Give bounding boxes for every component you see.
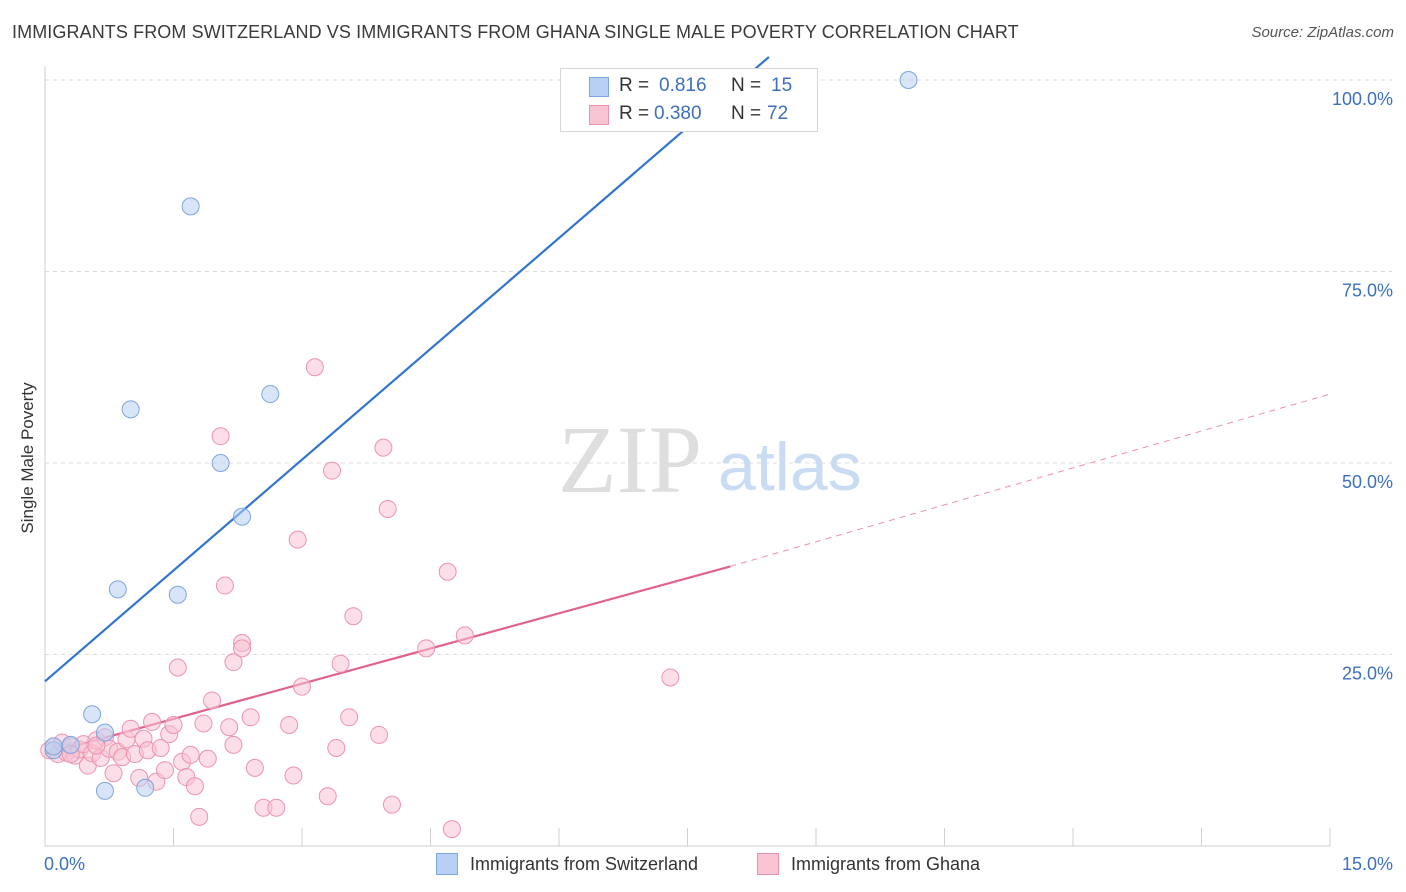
data-point-ghana [267,798,286,817]
legend-swatch-switzerland [589,77,609,97]
bottom-legend-switzerland: Immigrants from Switzerland [436,852,698,876]
data-point-ghana [378,499,397,518]
data-point-switzerland [136,778,155,797]
bottom-legend-ghana: Immigrants from Ghana [757,852,980,876]
data-point-ghana [190,807,209,826]
data-point-ghana [104,764,123,783]
data-point-switzerland [61,735,80,754]
data-point-switzerland [121,400,140,419]
data-point-switzerland [899,71,918,89]
legend-n-label: N = [731,75,762,96]
data-point-ghana [455,626,474,645]
y-tick-label: 100.0% [1332,89,1393,109]
data-point-switzerland [108,580,127,599]
data-point-ghana [340,708,359,727]
data-point-ghana [155,761,174,780]
data-point-ghana [220,718,239,737]
data-point-switzerland [95,781,114,800]
y-tick-label: 75.0% [1342,281,1393,301]
legend-r-label: R = [619,75,650,96]
watermark-atlas: atlas [718,429,862,505]
bottom-legend-label-ghana: Immigrants from Ghana [791,853,981,874]
y-tick-label: 50.0% [1342,472,1393,492]
legend-swatch-ghana [589,105,609,125]
data-point-ghana [198,749,217,768]
x-tick-label: 0.0% [44,854,85,874]
data-point-ghana [181,745,200,764]
legend-row-switzerland: R = 0.816 N = 15 [561,73,817,99]
data-point-ghana [168,658,187,677]
data-point-switzerland [168,585,187,604]
data-point-ghana [370,725,389,744]
source-label: Source: ZipAtlas.com [1251,24,1394,41]
data-point-ghana [164,715,183,734]
data-point-ghana [374,438,393,457]
data-point-ghana [318,787,337,806]
chart-title: IMMIGRANTS FROM SWITZERLAND VS IMMIGRANT… [12,22,1019,42]
watermark: ZIP atlas [558,406,862,513]
data-point-ghana [203,691,222,710]
data-point-ghana [121,719,140,738]
watermark-zip: ZIP [558,406,702,513]
data-point-ghana [344,607,363,626]
legend-n-value: 15 [771,75,793,96]
data-point-ghana [185,777,204,796]
data-point-ghana [382,795,401,814]
x-tick-label: 15.0% [1342,854,1393,874]
data-point-switzerland [233,507,252,526]
data-point-ghana [284,766,303,785]
data-point-ghana [211,427,230,446]
legend-row-ghana: R = 0.380 N = 72 [561,101,817,127]
trend-line-extension-ghana [730,393,1331,567]
data-point-ghana [215,576,234,595]
bottom-legend-swatch-ghana [757,853,779,875]
data-point-ghana [241,708,260,727]
data-points [40,71,918,839]
tick-labels: 25.0% 50.0% 75.0% 100.0% 0.0% 15.0% [44,89,1393,874]
bottom-legend-label-switzerland: Immigrants from Switzerland [470,853,699,874]
data-point-switzerland [211,454,230,472]
data-point-ghana [288,530,307,549]
data-point-ghana [87,736,106,755]
legend-r-value: 0.816 [659,75,707,96]
data-point-ghana [151,738,170,757]
data-point-switzerland [261,385,280,404]
data-point-switzerland [181,197,200,216]
data-point-ghana [293,677,311,696]
correlation-legend: R = 0.816 N = 15 R = 0.380 N = 72 [560,68,818,132]
data-point-ghana [143,712,162,731]
legend-n-label: N = [731,103,762,124]
data-point-ghana [280,715,299,734]
data-point-ghana [417,639,436,658]
data-point-ghana [661,668,680,687]
grid-lines [45,79,1392,655]
data-point-switzerland [83,705,102,724]
data-point-switzerland [44,737,63,756]
data-point-ghana [331,654,350,673]
data-point-ghana [327,738,346,757]
data-point-ghana [322,461,341,480]
bottom-legend-swatch-switzerland [436,853,458,875]
data-point-ghana [194,714,213,733]
data-point-switzerland [95,723,114,742]
data-point-ghana [305,358,324,377]
data-point-ghana [233,639,252,658]
axes [44,66,1331,847]
y-tick-label: 25.0% [1342,664,1393,684]
data-point-ghana [224,735,243,754]
legend-n-value: 72 [767,103,789,124]
legend-r-label: R = [619,103,650,124]
y-axis-label: Single Male Poverty [18,382,37,534]
data-point-ghana [224,653,243,672]
legend-r-value: 0.380 [654,103,702,124]
data-point-ghana [438,562,457,581]
trend-line-switzerland [44,56,770,683]
data-point-ghana [245,758,264,777]
data-point-ghana [442,820,461,839]
